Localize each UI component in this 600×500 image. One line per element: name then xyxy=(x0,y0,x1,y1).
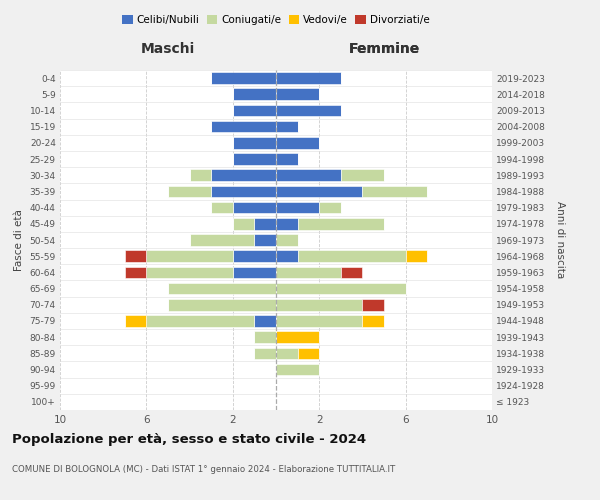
Bar xyxy=(211,186,276,198)
Bar xyxy=(233,250,276,262)
Bar xyxy=(298,348,319,359)
Bar xyxy=(276,299,362,310)
Bar xyxy=(276,202,319,213)
Text: Femmine: Femmine xyxy=(349,42,419,56)
Bar xyxy=(233,218,254,230)
Bar xyxy=(146,315,254,327)
Text: Maschi: Maschi xyxy=(141,42,195,56)
Bar xyxy=(233,88,276,100)
Text: Femmine: Femmine xyxy=(349,42,419,56)
Text: COMUNE DI BOLOGNOLA (MC) - Dati ISTAT 1° gennaio 2024 - Elaborazione TUTTITALIA.: COMUNE DI BOLOGNOLA (MC) - Dati ISTAT 1°… xyxy=(12,466,395,474)
Bar xyxy=(319,202,341,213)
Y-axis label: Anni di nascita: Anni di nascita xyxy=(555,202,565,278)
Bar xyxy=(276,88,319,100)
Bar xyxy=(276,250,298,262)
Bar xyxy=(276,348,298,359)
Bar xyxy=(341,266,362,278)
Bar xyxy=(125,315,146,327)
Bar xyxy=(211,202,233,213)
Bar xyxy=(362,186,427,198)
Bar xyxy=(211,170,276,181)
Bar xyxy=(276,137,319,148)
Bar xyxy=(298,218,384,230)
Bar xyxy=(276,332,319,343)
Bar xyxy=(168,299,276,310)
Bar xyxy=(233,266,276,278)
Bar xyxy=(233,153,276,165)
Bar xyxy=(276,170,341,181)
Bar xyxy=(125,266,146,278)
Bar xyxy=(276,104,341,117)
Bar xyxy=(190,170,211,181)
Bar xyxy=(406,250,427,262)
Bar xyxy=(276,266,341,278)
Bar xyxy=(276,364,319,376)
Bar xyxy=(276,218,298,230)
Bar xyxy=(276,315,362,327)
Bar xyxy=(254,332,276,343)
Bar xyxy=(276,186,362,198)
Bar xyxy=(362,315,384,327)
Bar xyxy=(254,348,276,359)
Bar xyxy=(276,282,406,294)
Bar xyxy=(254,218,276,230)
Bar xyxy=(276,234,298,246)
Bar xyxy=(276,153,298,165)
Bar xyxy=(362,299,384,310)
Bar xyxy=(168,186,211,198)
Bar xyxy=(146,266,233,278)
Bar xyxy=(190,234,254,246)
Text: Popolazione per età, sesso e stato civile - 2024: Popolazione per età, sesso e stato civil… xyxy=(12,432,366,446)
Legend: Celibi/Nubili, Coniugati/e, Vedovi/e, Divorziati/e: Celibi/Nubili, Coniugati/e, Vedovi/e, Di… xyxy=(120,12,432,27)
Bar xyxy=(146,250,233,262)
Bar xyxy=(211,72,276,84)
Y-axis label: Fasce di età: Fasce di età xyxy=(14,209,24,271)
Bar xyxy=(298,250,406,262)
Bar xyxy=(233,202,276,213)
Bar xyxy=(233,137,276,148)
Bar xyxy=(168,282,276,294)
Bar xyxy=(254,315,276,327)
Bar xyxy=(276,72,341,84)
Bar xyxy=(276,121,298,132)
Bar xyxy=(211,121,276,132)
Bar xyxy=(341,170,384,181)
Bar xyxy=(254,234,276,246)
Bar xyxy=(233,104,276,117)
Bar xyxy=(125,250,146,262)
